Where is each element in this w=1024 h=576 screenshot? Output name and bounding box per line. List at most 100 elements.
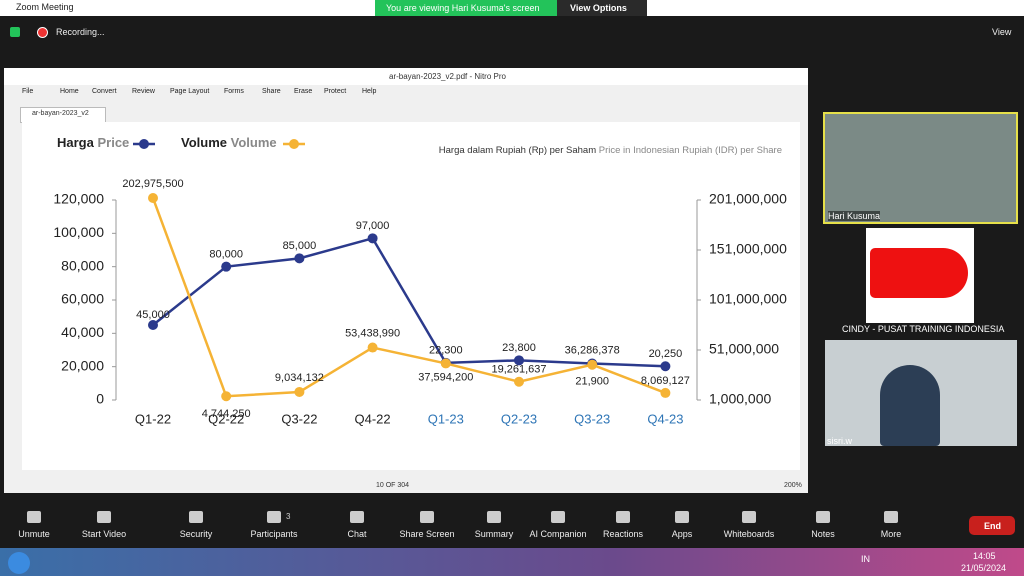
menu-item[interactable]: Convert [92, 88, 117, 95]
time: 14:05 [973, 551, 996, 561]
view[interactable]: View [992, 27, 1012, 37]
view-options[interactable] [557, 0, 647, 16]
toolbar-label[interactable]: Share Screen [399, 529, 455, 539]
date: 21/05/2024 [961, 563, 1007, 573]
end-button[interactable] [969, 516, 1015, 535]
menu-item[interactable]: Protect [324, 88, 347, 95]
marker [148, 320, 158, 330]
marker [514, 355, 524, 366]
icon [884, 511, 898, 523]
data-label: 8,069,127 [641, 375, 690, 387]
data-label: 97,000 [356, 220, 390, 232]
toolbar-label[interactable]: Apps [671, 529, 693, 539]
video-tile [825, 340, 1017, 446]
marker [660, 361, 671, 372]
marker [367, 342, 378, 353]
toolbar-button[interactable]: Apps [642, 511, 722, 539]
person [880, 365, 940, 446]
toolbar-button[interactable]: Reactions [583, 511, 663, 539]
y2-tick-label: 101,000,000 [709, 291, 787, 307]
marker [660, 387, 671, 398]
toolbar-label[interactable]: Start Video [81, 529, 127, 539]
lang: IN [861, 554, 870, 564]
toolbar-button[interactable]: AI Companion [518, 511, 598, 539]
line [152, 236, 666, 368]
toolbar-button[interactable]: Notes [783, 511, 863, 539]
toolbar-label[interactable]: Whiteboards [723, 529, 775, 539]
marker [294, 253, 305, 264]
tab-label[interactable]: ar-bayan-2023_v2 [32, 110, 89, 117]
toolbar-button[interactable]: Whiteboards [709, 511, 789, 539]
marker [440, 358, 451, 369]
toolbar-button[interactable]: Summary [454, 511, 534, 539]
participant-name: sisri.w [827, 436, 852, 446]
legend-name: Harga [57, 135, 95, 150]
menu-item[interactable]: Review [132, 88, 155, 95]
taskbar: IN 14:05 21/05/2024 [0, 548, 1024, 576]
menu-item[interactable]: Erase [294, 88, 313, 95]
marker [221, 261, 232, 272]
end-label[interactable]: End [984, 521, 1001, 531]
view-options-text[interactable]: View Options [570, 3, 627, 13]
toolbar-button[interactable]: More [851, 511, 931, 539]
start-button[interactable] [8, 552, 30, 574]
subtitle-text: Harga dalam Rupiah (Rp) per Saham [439, 145, 596, 156]
x-tick-label: Q4-22 [355, 411, 391, 426]
toolbar-button[interactable]: Participants [234, 511, 314, 539]
page-number: 10 OF 304 [376, 482, 410, 489]
data-label: 22,300 [429, 345, 463, 357]
nitro-title: ar-bayan-2023_v2.pdf - Nitro Pro [389, 72, 506, 81]
icon [350, 511, 364, 523]
menu-item[interactable]: File [22, 88, 34, 95]
legend-entry: Volume Volume [181, 135, 277, 150]
logo [870, 248, 968, 298]
menu-item[interactable]: Forms [224, 88, 244, 95]
subtitle-translation: Price in Indonesian Rupiah (IDR) per Sha… [599, 145, 782, 156]
legend-marker [289, 139, 299, 149]
y2-tick-label: 51,000,000 [709, 341, 779, 357]
y-tick-label: 60,000 [61, 291, 104, 307]
marker [294, 386, 305, 397]
icon [189, 511, 203, 523]
marker [587, 359, 598, 370]
menu-item[interactable]: Help [362, 88, 377, 95]
menu-item[interactable]: Share [262, 88, 281, 95]
toolbar-label[interactable]: Notes [811, 529, 835, 539]
menu: File Home Convert Review Page Layout Forms Sha… [22, 88, 442, 100]
banner [375, 0, 557, 16]
marker [514, 376, 524, 387]
toolbar-label[interactable]: Reactions [602, 529, 644, 539]
toolbar-label[interactable]: Security [179, 529, 213, 539]
menu-item[interactable]: Page Layout [170, 88, 210, 95]
video-tile [823, 112, 1018, 224]
toolbar-button[interactable]: Security [156, 511, 236, 539]
data-label: 37,594,200 [418, 371, 473, 383]
toolbar-button[interactable]: Chat [317, 511, 397, 539]
y2-tick-label: 1,000,000 [709, 391, 771, 407]
icon [551, 511, 565, 523]
x-tick-label: Q4-23 [647, 411, 683, 426]
data-label: 202,975,500 [122, 178, 183, 190]
legend-translation: Volume [231, 135, 277, 150]
title-bar: Zoom Meeting You are viewing Hari Kusuma… [0, 0, 1024, 16]
toolbar-button[interactable]: Start Video [64, 511, 144, 539]
icon [267, 511, 281, 523]
data-label: 20,250 [649, 348, 683, 360]
toolbar-button[interactable]: Share Screen [387, 511, 467, 539]
menu-item[interactable]: Home [60, 88, 79, 95]
toolbar-button[interactable]: Unmute [0, 511, 74, 539]
window-title: Zoom Meeting [16, 2, 74, 12]
toolbar-label[interactable]: More [880, 529, 902, 539]
marker [148, 193, 158, 204]
toolbar-label[interactable]: Chat [347, 529, 367, 539]
toolbar-label[interactable]: AI Companion [529, 529, 587, 539]
y-tick-label: 0 [96, 391, 104, 407]
toolbar-label[interactable]: Participants [250, 529, 298, 539]
data-label: 23,800 [502, 342, 536, 354]
legend-marker [139, 139, 149, 149]
data-label: 21,900 [575, 375, 609, 387]
x-tick-label: Q3-22 [281, 411, 317, 426]
toolbar-label[interactable]: Summary [474, 529, 514, 539]
toolbar-label[interactable]: Unmute [18, 529, 50, 539]
